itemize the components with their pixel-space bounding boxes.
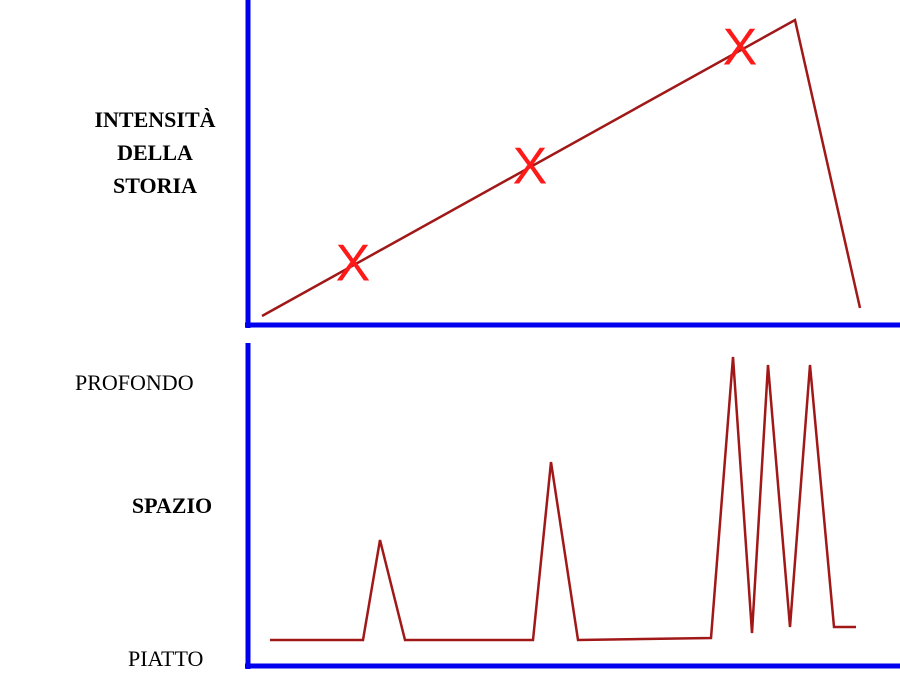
space-line: [270, 356, 856, 642]
intensity-line: [261, 18, 862, 318]
marker: X: [513, 138, 548, 196]
axis-label: INTENSITÀ: [94, 107, 215, 132]
marker: X: [336, 235, 371, 293]
axis-label: STORIA: [113, 173, 197, 198]
axis-label: DELLA: [117, 140, 193, 165]
top-label: PROFONDO: [75, 370, 194, 395]
bottom-label: PIATTO: [128, 646, 203, 671]
marker: X: [723, 19, 758, 77]
axis-label: SPAZIO: [132, 493, 212, 518]
